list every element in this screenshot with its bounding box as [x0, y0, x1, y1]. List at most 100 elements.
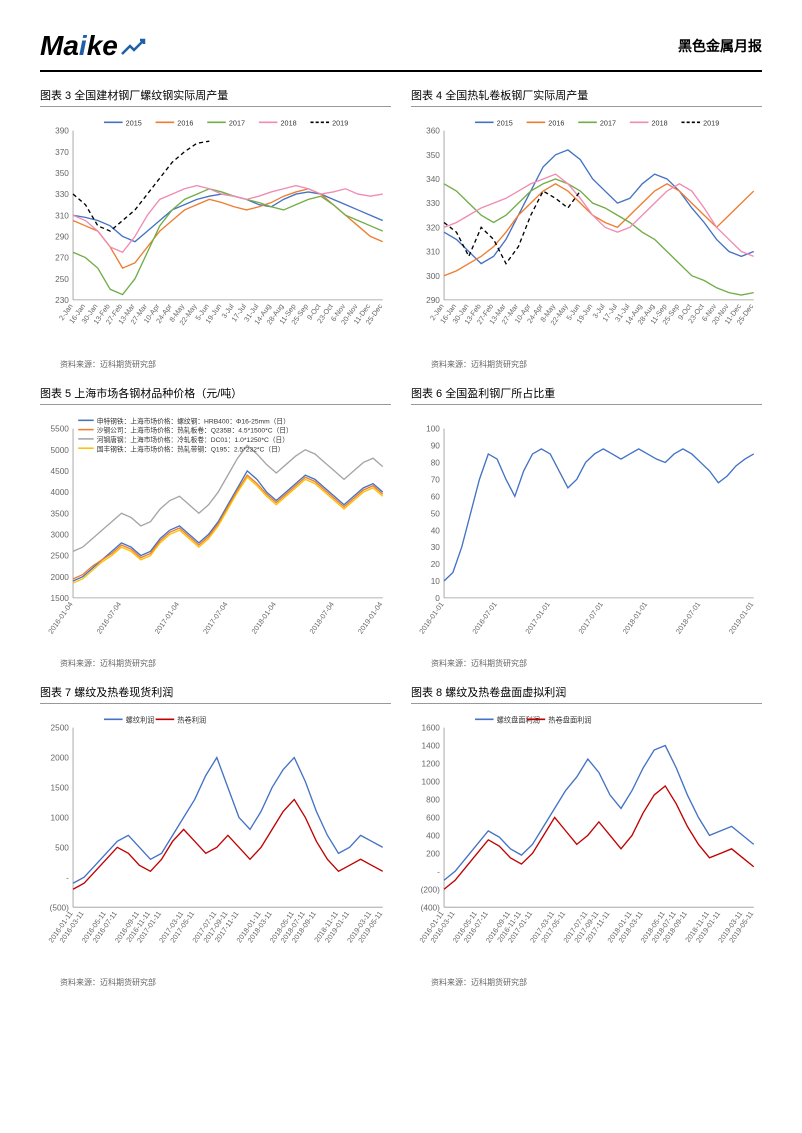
chart-5-block: 图表 5 上海市场各钢材品种价格（元/吨） 150020002500300035… — [40, 385, 391, 668]
maike-logo: Maike — [40, 30, 148, 62]
svg-text:2016-01-01: 2016-01-01 — [417, 601, 446, 636]
svg-text:-: - — [437, 867, 440, 876]
svg-text:370: 370 — [55, 148, 69, 157]
svg-text:河钢唐钢：上海市场价格：冷轧板卷：DC01：1.0*1250: 河钢唐钢：上海市场价格：冷轧板卷：DC01：1.0*1250*C（日） — [97, 435, 289, 444]
chart-7-source: 资料来源：迈科期货研究部 — [40, 977, 391, 988]
svg-text:1600: 1600 — [422, 724, 441, 733]
svg-text:4500: 4500 — [51, 467, 70, 476]
svg-text:2500: 2500 — [51, 552, 70, 561]
svg-text:2018-07-04: 2018-07-04 — [307, 601, 336, 636]
svg-text:20: 20 — [431, 561, 441, 570]
svg-text:2019-01-04: 2019-01-04 — [356, 601, 385, 636]
chart-4-block: 图表 4 全国热轧卷板钢厂实际周产量 290300310320330340350… — [411, 87, 762, 370]
svg-text:270: 270 — [55, 254, 69, 263]
logo-arrow-icon — [120, 36, 148, 56]
chart-3: 2302502702903103303503703902-Jan16-Jan30… — [40, 112, 391, 349]
svg-text:30: 30 — [431, 544, 441, 553]
svg-text:1400: 1400 — [422, 742, 441, 751]
svg-text:390: 390 — [55, 127, 69, 136]
svg-text:290: 290 — [55, 232, 69, 241]
svg-text:80: 80 — [431, 459, 441, 468]
svg-text:1200: 1200 — [422, 759, 441, 768]
svg-text:2017-07-01: 2017-07-01 — [576, 601, 605, 636]
svg-text:350: 350 — [55, 169, 69, 178]
svg-text:螺纹利润: 螺纹利润 — [126, 715, 155, 724]
svg-text:国丰钢铁：上海市场价格：热轧带钢：Q195：2.5*232*: 国丰钢铁：上海市场价格：热轧带钢：Q195：2.5*232*C（日） — [97, 445, 285, 454]
svg-text:2016: 2016 — [177, 118, 193, 127]
chart-5-title: 图表 5 上海市场各钢材品种价格（元/吨） — [40, 385, 391, 405]
svg-text:50: 50 — [431, 510, 441, 519]
svg-text:330: 330 — [55, 190, 69, 199]
svg-text:2019: 2019 — [332, 118, 348, 127]
svg-text:2017-01-04: 2017-01-04 — [153, 601, 182, 636]
svg-text:500: 500 — [55, 843, 69, 852]
svg-text:800: 800 — [426, 795, 440, 804]
svg-text:2019-01-01: 2019-01-01 — [727, 601, 756, 636]
svg-text:70: 70 — [431, 476, 441, 485]
chart-4: 2903003103203303403503602-Jan16-Jan30-Ja… — [411, 112, 762, 349]
chart-grid: 图表 3 全国建材钢厂螺纹钢实际周产量 23025027029031033035… — [40, 87, 762, 993]
svg-text:2017: 2017 — [600, 118, 616, 127]
svg-text:40: 40 — [431, 527, 441, 536]
svg-text:2015: 2015 — [126, 118, 142, 127]
chart-3-source: 资料来源：迈科期货研究部 — [40, 359, 391, 370]
chart-6: 01020304050607080901002016-01-012016-07-… — [411, 410, 762, 647]
svg-text:310: 310 — [55, 211, 69, 220]
svg-text:2017-07-04: 2017-07-04 — [201, 601, 230, 636]
svg-text:申特钢铁：上海市场价格：螺纹钢：HRB400：Φ16-25m: 申特钢铁：上海市场价格：螺纹钢：HRB400：Φ16-25mm（日） — [97, 417, 290, 426]
svg-text:1500: 1500 — [51, 783, 70, 792]
svg-text:2016-01-04: 2016-01-04 — [46, 601, 75, 636]
chart-8-title: 图表 8 螺纹及热卷盘面虚拟利润 — [411, 684, 762, 704]
svg-text:2017-01-01: 2017-01-01 — [523, 601, 552, 636]
svg-text:250: 250 — [55, 275, 69, 284]
chart-8-source: 资料来源：迈科期货研究部 — [411, 977, 762, 988]
svg-text:热卷盘面利润: 热卷盘面利润 — [548, 715, 591, 724]
chart-5-source: 资料来源：迈科期货研究部 — [40, 658, 391, 669]
chart-7-block: 图表 7 螺纹及热卷现货利润 (500)-5001000150020002500… — [40, 684, 391, 988]
chart-8-block: 图表 8 螺纹及热卷盘面虚拟利润 (400)(200)-200400600800… — [411, 684, 762, 988]
svg-text:300: 300 — [426, 272, 440, 281]
svg-text:5000: 5000 — [51, 446, 70, 455]
svg-text:2016-07-01: 2016-07-01 — [470, 601, 499, 636]
svg-text:2018-07-01: 2018-07-01 — [674, 601, 703, 636]
chart-3-title: 图表 3 全国建材钢厂螺纹钢实际周产量 — [40, 87, 391, 107]
svg-text:600: 600 — [426, 813, 440, 822]
svg-text:2500: 2500 — [51, 724, 70, 733]
svg-text:2016-07-04: 2016-07-04 — [95, 601, 124, 636]
report-title: 黑色金属月报 — [678, 36, 762, 56]
svg-text:热卷利润: 热卷利润 — [177, 715, 206, 724]
svg-text:2016: 2016 — [548, 118, 564, 127]
page-header: Maike 黑色金属月报 — [40, 30, 762, 72]
svg-text:2018-01-04: 2018-01-04 — [249, 601, 278, 636]
logo-part-1: Ma — [40, 30, 79, 62]
svg-text:2000: 2000 — [51, 753, 70, 762]
svg-text:4000: 4000 — [51, 489, 70, 498]
chart-4-source: 资料来源：迈科期货研究部 — [411, 359, 762, 370]
svg-text:360: 360 — [426, 127, 440, 136]
chart-6-block: 图表 6 全国盈利钢厂所占比重 010203040506070809010020… — [411, 385, 762, 668]
svg-text:400: 400 — [426, 831, 440, 840]
svg-text:2015: 2015 — [497, 118, 513, 127]
svg-text:2018-01-01: 2018-01-01 — [621, 601, 650, 636]
chart-4-title: 图表 4 全国热轧卷板钢厂实际周产量 — [411, 87, 762, 107]
svg-text:330: 330 — [426, 199, 440, 208]
chart-6-title: 图表 6 全国盈利钢厂所占比重 — [411, 385, 762, 405]
svg-text:2018: 2018 — [281, 118, 297, 127]
svg-text:2019: 2019 — [703, 118, 719, 127]
svg-text:350: 350 — [426, 151, 440, 160]
svg-text:200: 200 — [426, 849, 440, 858]
svg-text:100: 100 — [426, 425, 440, 434]
svg-text:5500: 5500 — [51, 425, 70, 434]
chart-3-block: 图表 3 全国建材钢厂螺纹钢实际周产量 23025027029031033035… — [40, 87, 391, 370]
svg-text:3000: 3000 — [51, 531, 70, 540]
logo-part-2: i — [79, 30, 87, 62]
logo-part-3: ke — [87, 30, 118, 62]
chart-8: (400)(200)-20040060080010001200140016002… — [411, 709, 762, 967]
svg-text:340: 340 — [426, 175, 440, 184]
svg-text:10: 10 — [431, 577, 441, 586]
chart-6-source: 资料来源：迈科期货研究部 — [411, 658, 762, 669]
svg-text:-: - — [66, 873, 69, 882]
chart-5: 1500200025003000350040004500500055002016… — [40, 410, 391, 647]
svg-text:320: 320 — [426, 223, 440, 232]
svg-text:90: 90 — [431, 442, 441, 451]
